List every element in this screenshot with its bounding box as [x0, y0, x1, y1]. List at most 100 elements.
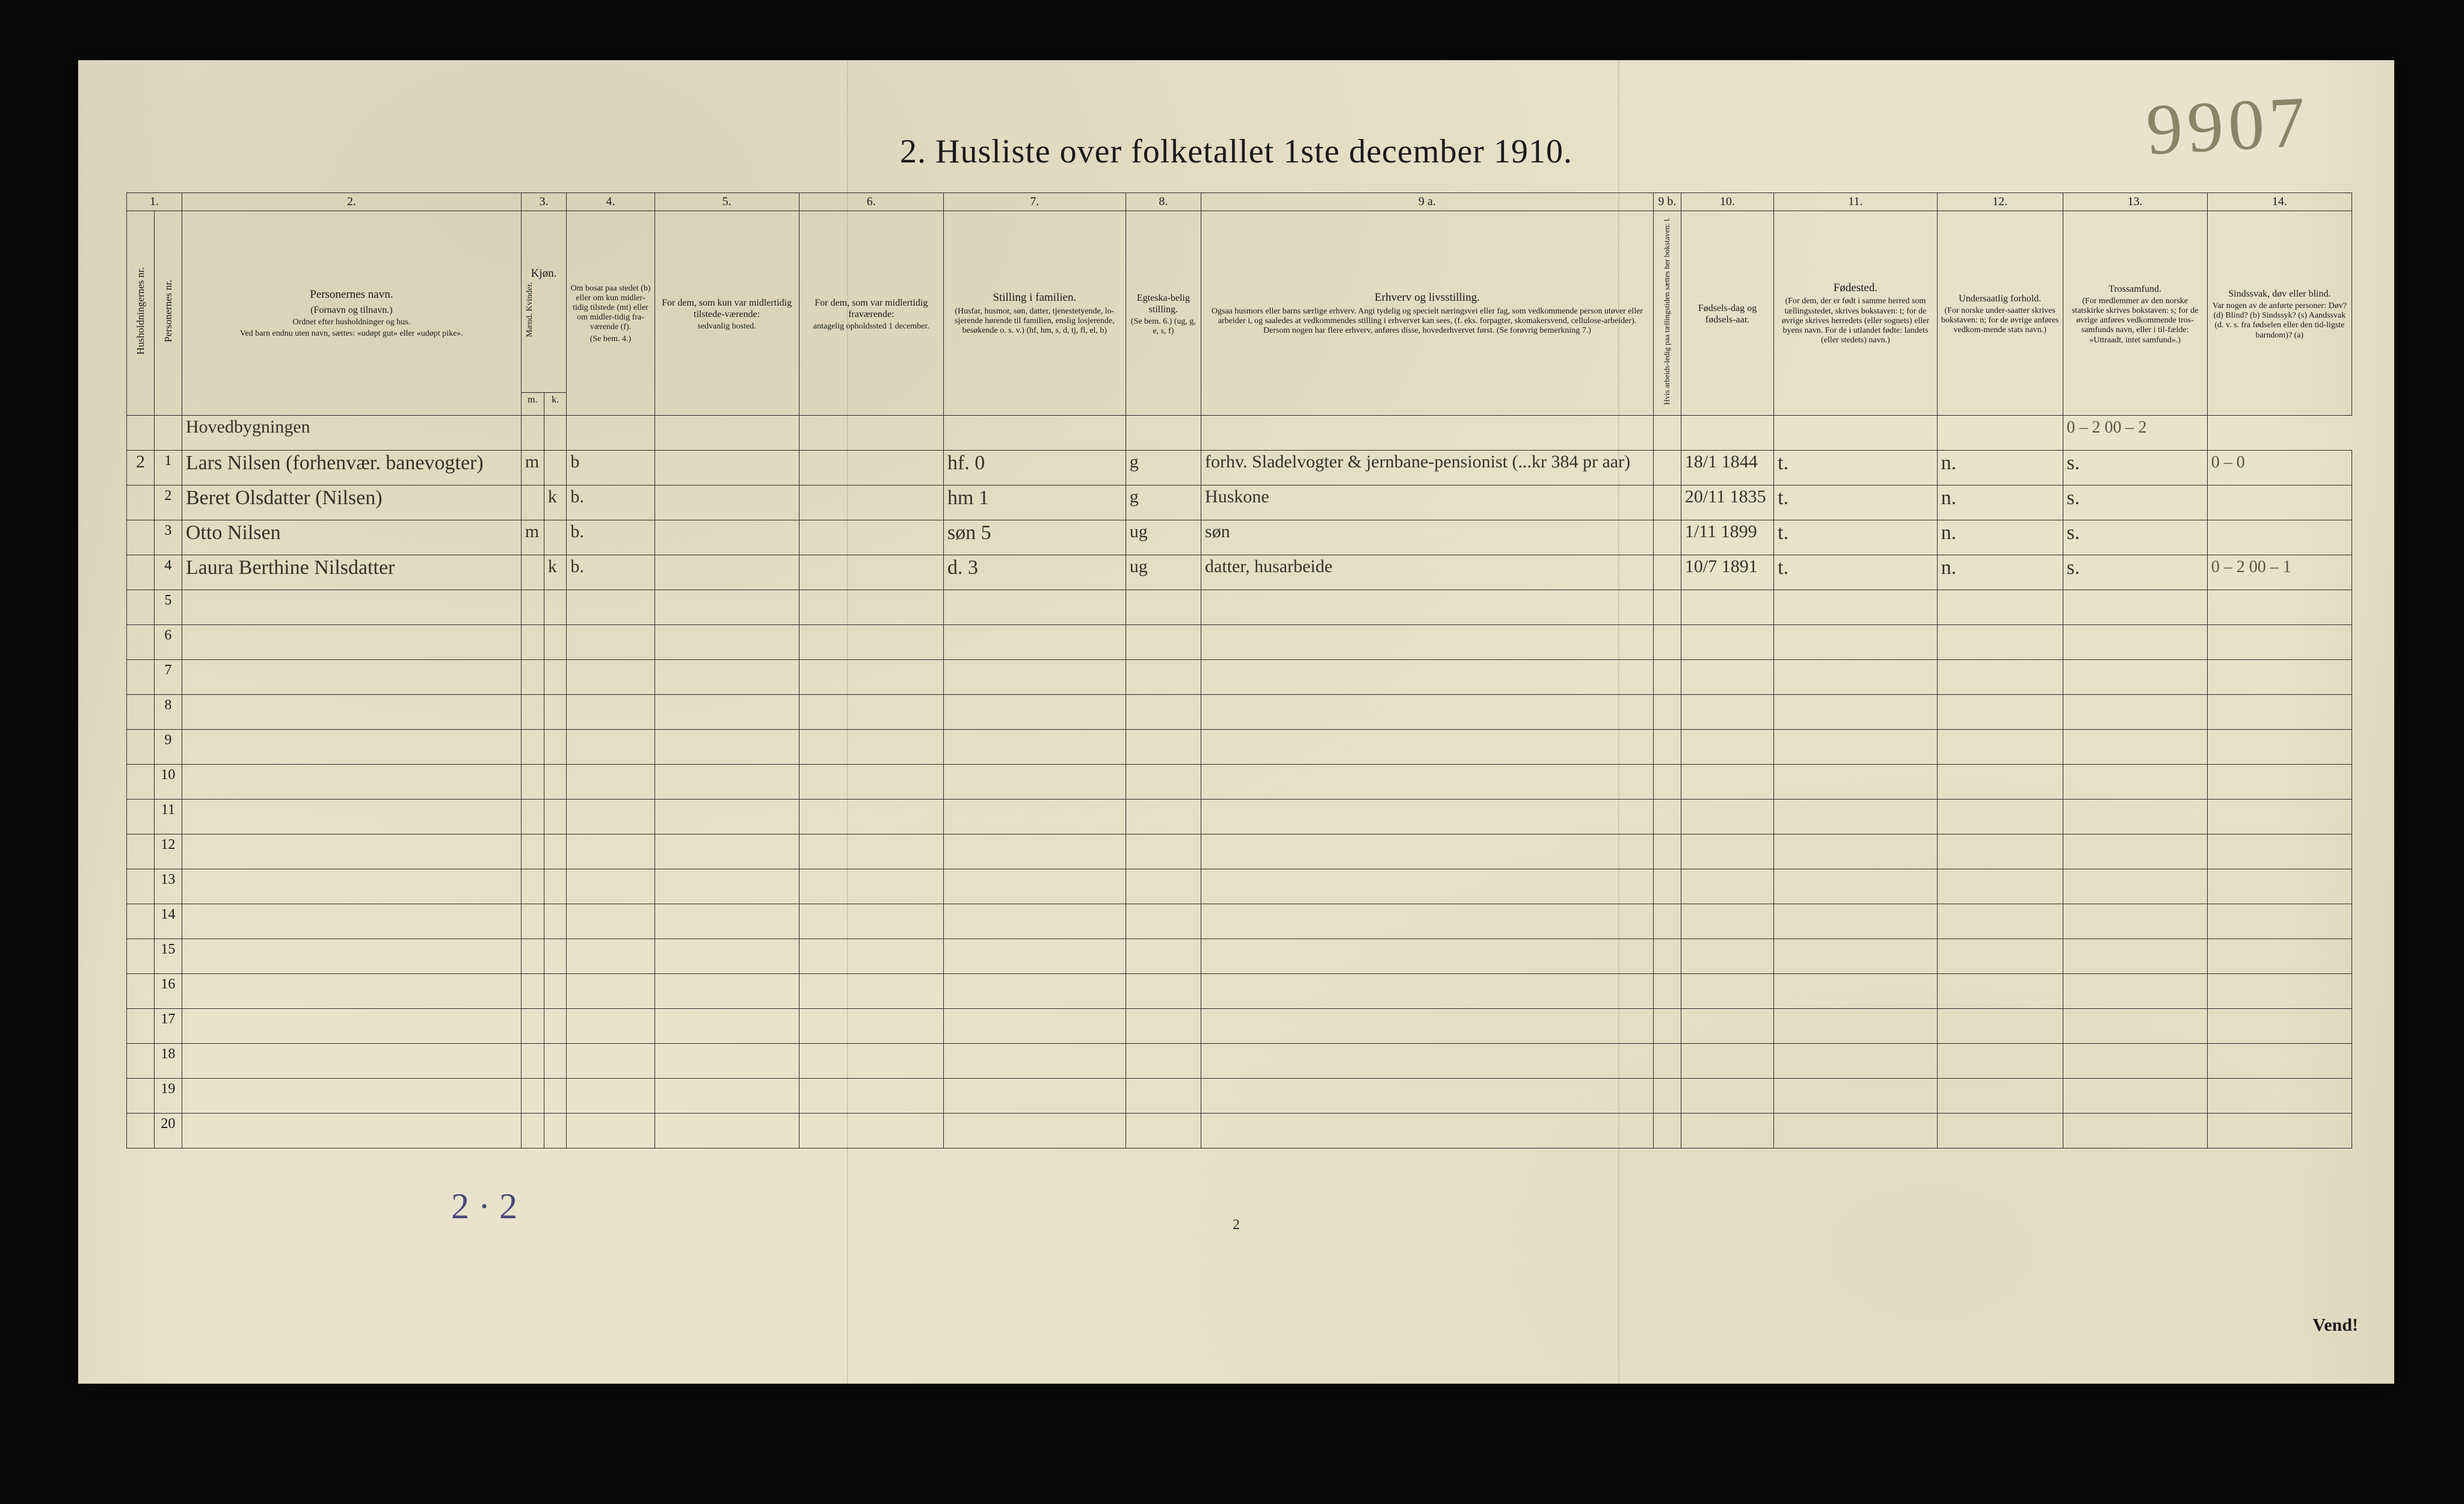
- cell: [1937, 1078, 2063, 1113]
- bosat-cell: b.: [567, 520, 654, 555]
- cell: [1653, 415, 1681, 450]
- cell: [654, 415, 799, 450]
- cell: [1201, 415, 1654, 450]
- cell: [2207, 624, 2352, 659]
- cell: [567, 1113, 654, 1148]
- cell: [1937, 1043, 2063, 1078]
- colnum: 7.: [943, 193, 1126, 211]
- document-page: 9907 2. Husliste over folketallet 1ste d…: [78, 60, 2394, 1384]
- cell: [799, 1043, 943, 1078]
- header-erhverv: Erhverv og livsstilling. Ogsaa husmors e…: [1201, 211, 1654, 416]
- name-cell: Beret Olsdatter (Nilsen): [182, 485, 521, 520]
- cell: [1653, 659, 1681, 694]
- cell: [521, 1043, 544, 1078]
- cell: [943, 590, 1126, 624]
- tros-cell: s.: [2063, 520, 2207, 555]
- cell: [2063, 1078, 2207, 1113]
- fdato-cell: 1/11 1899: [1681, 520, 1773, 555]
- header-sub: Ogsaa husmors eller barns særlige erhver…: [1205, 307, 1649, 336]
- cell: [943, 904, 1126, 938]
- cell: [1126, 694, 1201, 729]
- cell: [654, 973, 799, 1008]
- cell: [1126, 938, 1201, 973]
- cell: [1774, 1113, 1938, 1148]
- persnr-cell: 1: [154, 450, 182, 485]
- header-text: For dem, som var midlertidig fraværende:: [803, 297, 940, 320]
- cell: [2063, 799, 2207, 834]
- cell: [182, 799, 521, 834]
- header-sindssvak: Sindssvak, døv eller blind. Var nogen av…: [2207, 211, 2352, 416]
- cell: [1126, 1078, 1201, 1113]
- cell: [1653, 938, 1681, 973]
- cell: [654, 555, 799, 590]
- table-row-empty: 9: [127, 729, 2352, 764]
- cell: [1201, 904, 1654, 938]
- page-number: 2: [1233, 1217, 1240, 1233]
- cell: [943, 869, 1126, 904]
- cell: [943, 624, 1126, 659]
- cell: [1201, 590, 1654, 624]
- cell: [1774, 729, 1938, 764]
- header-husholdning: Husholdningernes nr.: [134, 264, 147, 358]
- colnum: 3.: [521, 193, 567, 211]
- cell: [567, 729, 654, 764]
- stilling-cell: søn 5: [943, 520, 1126, 555]
- cell: [182, 938, 521, 973]
- cell: [521, 694, 544, 729]
- cell: [521, 799, 544, 834]
- cell: [1201, 1008, 1654, 1043]
- cell: [2063, 869, 2207, 904]
- header-kjonn: Kjøn. Mænd. Kvinder.: [521, 211, 567, 393]
- cell: [1201, 1113, 1654, 1148]
- cell: [2063, 624, 2207, 659]
- persnr-cell: 17: [154, 1008, 182, 1043]
- tros-cell: s.: [2063, 450, 2207, 485]
- header-sub: (For medlemmer av den norske statskirke …: [2067, 297, 2204, 345]
- cell: [1126, 869, 1201, 904]
- table-row-empty: 7: [127, 659, 2352, 694]
- cell: [1126, 729, 1201, 764]
- egte-cell: g: [1126, 450, 1201, 485]
- cell: [544, 799, 567, 834]
- cell: [127, 764, 155, 799]
- under-cell: n.: [1937, 485, 2063, 520]
- table-body: Hovedbygningen0 – 2 00 – 221Lars Nilsen …: [127, 415, 2352, 1148]
- cell: [521, 1078, 544, 1113]
- cell: [943, 415, 1126, 450]
- cell: [1774, 415, 1938, 450]
- cell: [1681, 938, 1773, 973]
- cell: [1653, 799, 1681, 834]
- header-bosat: Om bosat paa stedet (b) eller om kun mid…: [567, 211, 654, 416]
- cell: [654, 485, 799, 520]
- cell: [2207, 694, 2352, 729]
- cell: [943, 799, 1126, 834]
- cell: [799, 1113, 943, 1148]
- cell: [127, 904, 155, 938]
- cell: [943, 938, 1126, 973]
- cell: [544, 694, 567, 729]
- colnum: 4.: [567, 193, 654, 211]
- cell: [1681, 624, 1773, 659]
- cell: [521, 938, 544, 973]
- persnr-cell: 3: [154, 520, 182, 555]
- persnr-cell: 18: [154, 1043, 182, 1078]
- cell: [2063, 694, 2207, 729]
- cell: [799, 973, 943, 1008]
- cell: [799, 415, 943, 450]
- cell: [544, 938, 567, 973]
- cell: [943, 834, 1126, 869]
- cell: [799, 694, 943, 729]
- colnum: 6.: [799, 193, 943, 211]
- cell: [127, 729, 155, 764]
- cell: [799, 904, 943, 938]
- header-text: Fødsels-dag og fødsels-aar.: [1685, 303, 1770, 325]
- cell: [2207, 659, 2352, 694]
- fdato-cell: 18/1 1844: [1681, 450, 1773, 485]
- cell: [1201, 729, 1654, 764]
- cell: [127, 1113, 155, 1148]
- header-text: For dem, som kun var midlertidig tilsted…: [659, 297, 795, 320]
- cell: [2063, 1043, 2207, 1078]
- persnr-cell: 11: [154, 799, 182, 834]
- header-arbeidsledig: Hvis arbeids-ledig paa tællingstiden sæt…: [1662, 214, 1672, 408]
- cell: [799, 729, 943, 764]
